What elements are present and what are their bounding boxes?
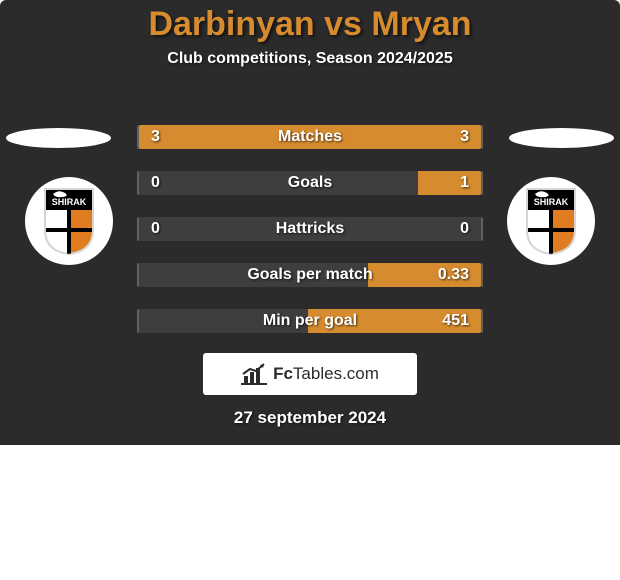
stat-value-left: 3 [151,125,160,149]
stat-value-right: 3 [460,125,469,149]
stat-row: Min per goal451 [137,309,483,333]
shield-icon: SHIRAK [40,186,98,256]
stat-value-right: 0.33 [438,263,469,287]
page-title: Darbinyan vs Mryan [0,5,620,44]
brand-box: FcTables.com [203,353,417,395]
shield-icon: SHIRAK [522,186,580,256]
stat-row: Goals0 1 [137,171,483,195]
team-logo-left: SHIRAK [25,177,113,265]
stat-value-left: 0 [151,171,160,195]
svg-text:SHIRAK: SHIRAK [52,197,87,207]
stat-row: Goals per match0.33 [137,263,483,287]
stats-bars: Matches33Goals01Hattricks00Goals per mat… [137,125,483,355]
stat-label: Min per goal [139,309,481,333]
stat-label: Goals [139,171,481,195]
svg-text:SHIRAK: SHIRAK [534,197,569,207]
stat-value-right: 451 [442,309,469,333]
stat-value-right: 1 [460,171,469,195]
stat-value-right: 0 [460,217,469,241]
player-silhouette-right [509,128,614,148]
player-silhouette-left [6,128,111,148]
stat-row: Hattricks0 0 [137,217,483,241]
stat-label: Hattricks [139,217,481,241]
stat-label: Matches [139,125,481,149]
stat-row: Matches3 3 [137,125,483,149]
chart-icon [241,363,267,385]
brand-bold: Fc [273,364,293,383]
stat-label: Goals per match [139,263,481,287]
subtitle: Club competitions, Season 2024/2025 [0,50,620,68]
date-label: 27 september 2024 [0,408,620,428]
brand-text: FcTables.com [273,364,379,384]
comparison-panel: Darbinyan vs Mryan Club competitions, Se… [0,0,620,445]
stat-value-left: 0 [151,217,160,241]
brand-rest: Tables.com [293,364,379,383]
team-logo-right: SHIRAK [507,177,595,265]
